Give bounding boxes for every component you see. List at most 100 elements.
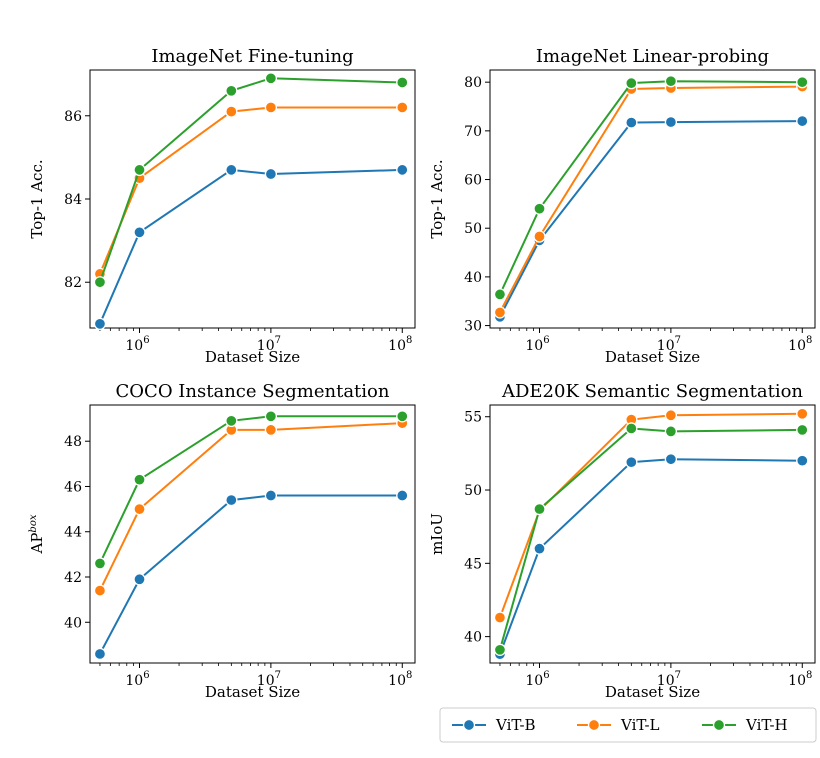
data-point-vit-h bbox=[664, 75, 678, 88]
data-point-vit-b bbox=[625, 116, 638, 129]
x-tick-label: 106 bbox=[125, 670, 149, 689]
data-point-vit-h bbox=[625, 422, 638, 435]
y-tick-label: 44 bbox=[64, 525, 82, 541]
legend-marker bbox=[712, 718, 726, 732]
x-axis-label: Dataset Size bbox=[605, 348, 700, 366]
data-point-vit-l bbox=[133, 502, 146, 516]
data-point-vit-b bbox=[264, 167, 278, 181]
data-point-vit-h bbox=[396, 410, 409, 423]
data-point-vit-l bbox=[264, 423, 278, 437]
y-tick-label: 40 bbox=[464, 630, 482, 646]
data-point-vit-h bbox=[225, 84, 238, 97]
data-point-vit-b bbox=[625, 456, 638, 469]
y-axis-label: APbox bbox=[28, 514, 46, 554]
data-point-vit-l bbox=[664, 409, 678, 422]
data-point-vit-b bbox=[93, 317, 107, 330]
series-line-vit-l bbox=[99, 422, 403, 592]
data-point-vit-h bbox=[493, 288, 507, 301]
chart-title: ImageNet Fine-tuning bbox=[151, 46, 353, 67]
legend: ViT-B ViT-L ViT-H bbox=[439, 707, 817, 743]
data-point-vit-l bbox=[93, 584, 107, 597]
legend-marker bbox=[587, 718, 601, 732]
y-axis-label: Top-1 Acc. bbox=[28, 159, 46, 238]
data-point-vit-b bbox=[225, 493, 238, 507]
y-tick-label: 50 bbox=[464, 221, 482, 237]
x-tick-label: 108 bbox=[388, 335, 412, 354]
data-point-vit-h bbox=[133, 163, 146, 177]
y-tick-label: 86 bbox=[64, 109, 82, 125]
chart-panel-3: COCO Instance Segmentation 40 42 44 46 48 106 1… bbox=[28, 381, 416, 701]
data-point-vit-l bbox=[493, 611, 507, 624]
axes-frame bbox=[89, 404, 416, 664]
data-point-vit-h bbox=[264, 72, 278, 85]
data-point-vit-h bbox=[664, 425, 678, 438]
legend-marker bbox=[462, 718, 476, 732]
data-point-vit-h bbox=[533, 202, 546, 215]
legend-box bbox=[439, 707, 817, 743]
data-point-vit-h bbox=[533, 502, 546, 516]
series-line-vit-b bbox=[499, 120, 803, 318]
axes-frame bbox=[489, 69, 816, 329]
y-tick-label: 70 bbox=[464, 124, 482, 140]
series-line-vit-l bbox=[498, 412, 803, 618]
data-point-vit-b bbox=[664, 115, 678, 129]
data-point-vit-h bbox=[396, 76, 409, 89]
y-tick-label: 40 bbox=[464, 270, 482, 286]
chart-title: COCO Instance Segmentation bbox=[116, 381, 390, 402]
legend-label: ViT-B bbox=[495, 716, 536, 734]
y-tick-label: 60 bbox=[464, 173, 482, 189]
data-point-vit-l bbox=[264, 101, 278, 114]
y-tick-label: 48 bbox=[64, 434, 82, 450]
x-tick-label: 106 bbox=[125, 335, 149, 354]
data-point-vit-b bbox=[133, 573, 146, 586]
data-point-vit-l bbox=[533, 230, 546, 243]
data-point-vit-b bbox=[396, 163, 409, 177]
data-point-vit-h bbox=[796, 423, 809, 437]
data-point-vit-l bbox=[493, 306, 507, 319]
data-point-vit-b bbox=[93, 647, 107, 661]
data-point-vit-b bbox=[796, 114, 809, 128]
series-line-vit-b bbox=[498, 458, 803, 655]
data-point-vit-h bbox=[625, 76, 638, 90]
legend-label: ViT-L bbox=[620, 716, 660, 734]
y-tick-label: 40 bbox=[64, 615, 82, 631]
data-point-vit-b bbox=[533, 542, 546, 555]
chart-panel-2: ImageNet Linear-probing 30 40 50 60 70 80 106 10… bbox=[428, 46, 816, 366]
x-axis-label: Dataset Size bbox=[205, 348, 300, 366]
y-axis-label: mIoU bbox=[428, 513, 446, 555]
data-point-vit-b bbox=[264, 489, 278, 502]
chart-title: ADE20K Semantic Segmentation bbox=[501, 381, 803, 402]
y-tick-label: 55 bbox=[464, 410, 482, 426]
data-point-vit-b bbox=[133, 226, 146, 239]
chart-title: ImageNet Linear-probing bbox=[536, 46, 769, 67]
y-tick-label: 42 bbox=[64, 570, 82, 586]
y-tick-label: 45 bbox=[464, 556, 482, 572]
y-tick-label: 46 bbox=[64, 479, 82, 495]
data-point-vit-l bbox=[396, 101, 409, 114]
data-point-vit-h bbox=[93, 276, 107, 289]
data-point-vit-b bbox=[396, 489, 409, 502]
data-point-vit-h bbox=[225, 414, 238, 427]
data-point-vit-b bbox=[796, 454, 809, 467]
x-tick-label: 108 bbox=[788, 670, 812, 689]
data-point-vit-l bbox=[225, 105, 238, 118]
data-point-vit-h bbox=[93, 557, 107, 570]
data-point-vit-h bbox=[493, 643, 507, 656]
y-tick-label: 30 bbox=[464, 319, 482, 335]
chart-panel-4: ADE20K Semantic Segmentation 40 45 50 55 106 1… bbox=[428, 381, 816, 701]
x-tick-label: 106 bbox=[525, 670, 549, 689]
y-tick-label: 50 bbox=[464, 483, 482, 499]
series-line-vit-h bbox=[98, 415, 403, 564]
x-tick-label: 108 bbox=[388, 670, 412, 689]
x-axis-label: Dataset Size bbox=[605, 683, 700, 701]
x-tick-label: 108 bbox=[788, 335, 812, 354]
data-point-vit-h bbox=[264, 410, 278, 423]
y-tick-label: 82 bbox=[64, 275, 82, 291]
x-tick-label: 106 bbox=[525, 335, 549, 354]
data-point-vit-l bbox=[796, 407, 809, 420]
axes-frame bbox=[489, 404, 816, 664]
series-line-vit-l bbox=[98, 106, 403, 275]
series-line-vit-b bbox=[99, 494, 403, 655]
